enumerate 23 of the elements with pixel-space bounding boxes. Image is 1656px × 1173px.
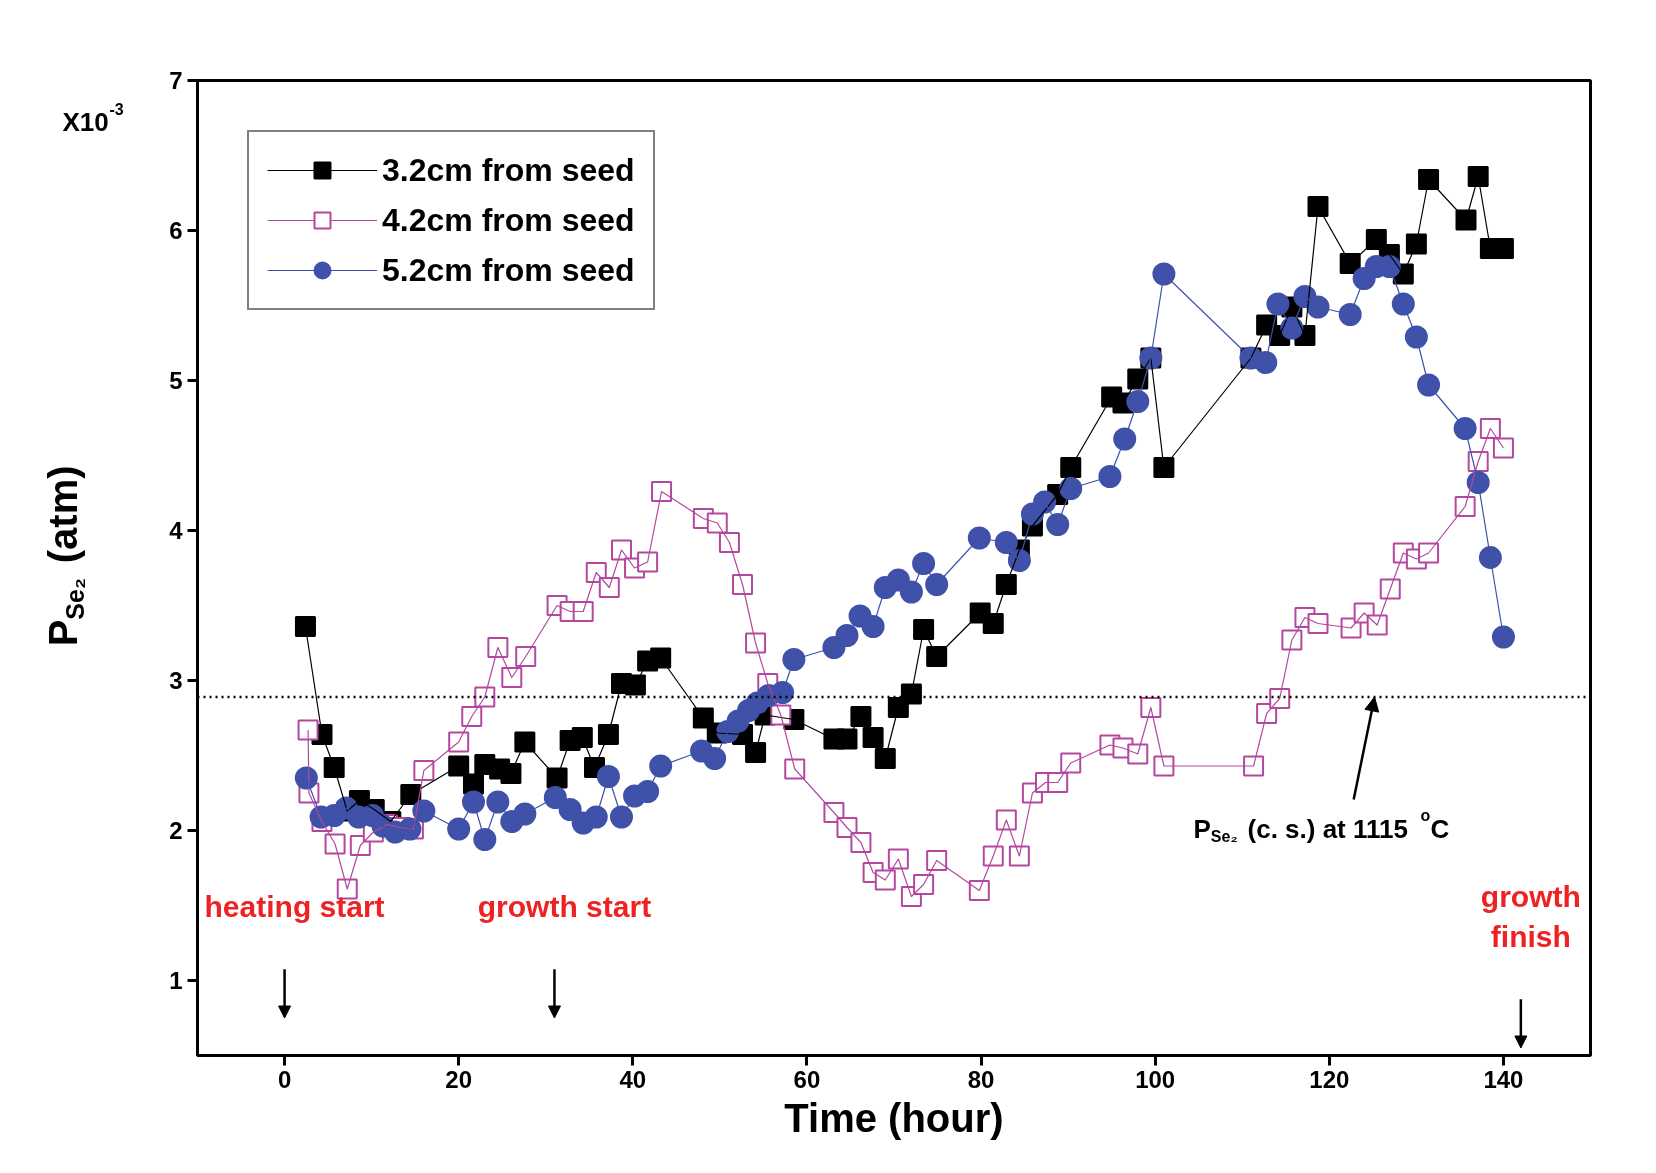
y-axis-title: PSe₂ (atm) xyxy=(40,465,89,647)
legend-label: 4.2cm from seed xyxy=(382,201,635,239)
legend-label: 3.2cm from seed xyxy=(382,151,635,189)
y-tick-label: 4 xyxy=(169,517,184,544)
y-tick-label: 6 xyxy=(169,217,183,244)
x-tick-label: 80 xyxy=(967,1065,995,1093)
y-tick-label: 5 xyxy=(169,367,183,394)
x-tick-label: 140 xyxy=(1483,1065,1524,1093)
annotation: growth finish xyxy=(1480,880,1581,953)
x-axis-title: Time (hour) xyxy=(784,1095,1004,1140)
x-tick-label: 40 xyxy=(619,1065,647,1093)
y-tick-label: 3 xyxy=(169,667,183,694)
legend-label: 5.2cm from seed xyxy=(382,251,635,289)
x-tick-label: 20 xyxy=(445,1065,473,1093)
annotation: growth start xyxy=(477,890,652,923)
x-tick-label: 120 xyxy=(1309,1065,1350,1093)
annotation: heating start xyxy=(204,890,385,923)
x-tick-label: 0 xyxy=(277,1065,292,1093)
x-tick-label: 100 xyxy=(1135,1065,1176,1093)
x-tick-label: 60 xyxy=(793,1065,821,1093)
y-tick-label: 1 xyxy=(169,967,183,994)
y-tick-label: 7 xyxy=(169,67,183,94)
y-tick-label: 2 xyxy=(169,817,183,844)
